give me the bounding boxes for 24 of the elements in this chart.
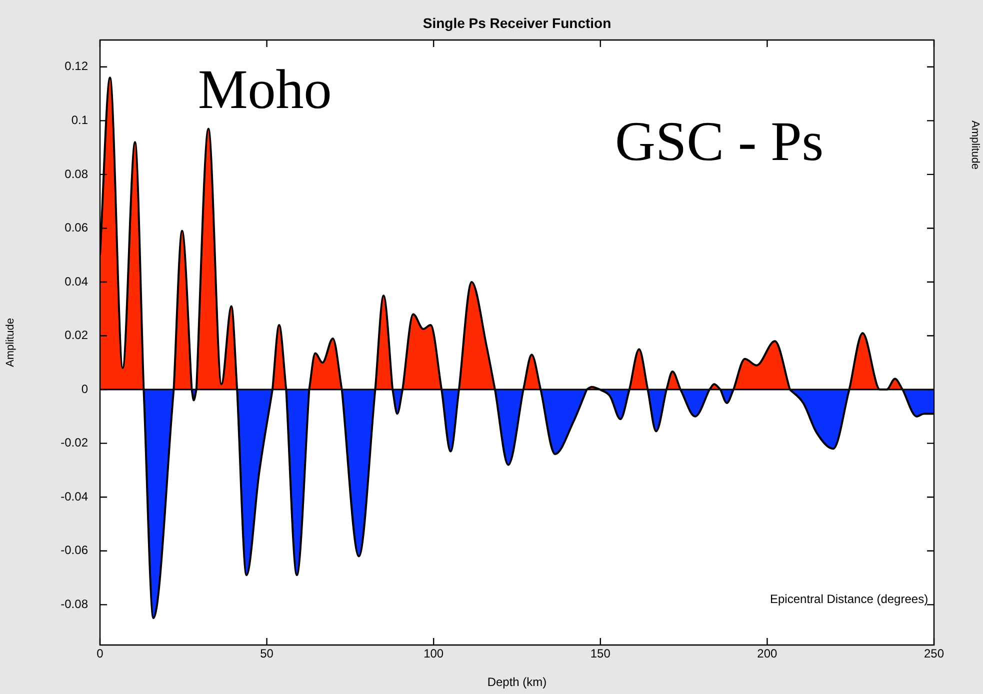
annotation: Epicentral Distance (degrees) xyxy=(770,592,928,606)
y-tick-label: 0.1 xyxy=(71,112,88,127)
x-tick-label: 50 xyxy=(260,646,274,661)
annotation: Moho xyxy=(198,59,332,121)
y-tick-label: 0.06 xyxy=(64,220,88,235)
x-tick-label: 250 xyxy=(924,646,944,661)
y-tick-label: 0.02 xyxy=(64,328,88,342)
chart-title: Single Ps Receiver Function xyxy=(422,15,612,31)
y-tick-label: -0.04 xyxy=(60,489,88,504)
annotation: GSC - Ps xyxy=(615,111,824,173)
x-tick-label: 100 xyxy=(424,646,444,661)
y-tick-label: 0.08 xyxy=(64,166,88,181)
x-tick-label: 200 xyxy=(757,646,778,661)
x-tick-label: 0 xyxy=(96,646,104,661)
y-tick-label: 0 xyxy=(81,382,88,396)
y-tick-label: -0.02 xyxy=(60,436,88,450)
y-tick-label: -0.08 xyxy=(60,596,88,611)
x-tick-label: 150 xyxy=(590,646,611,661)
text: Amplitude xyxy=(969,120,981,170)
y-tick-label: -0.06 xyxy=(60,543,88,558)
y-tick-label: 0.12 xyxy=(64,59,88,74)
x-axis-title: Depth (km) xyxy=(487,675,547,690)
y-axis-title: Amplitude xyxy=(4,318,17,367)
y-tick-label: 0.04 xyxy=(64,274,88,288)
